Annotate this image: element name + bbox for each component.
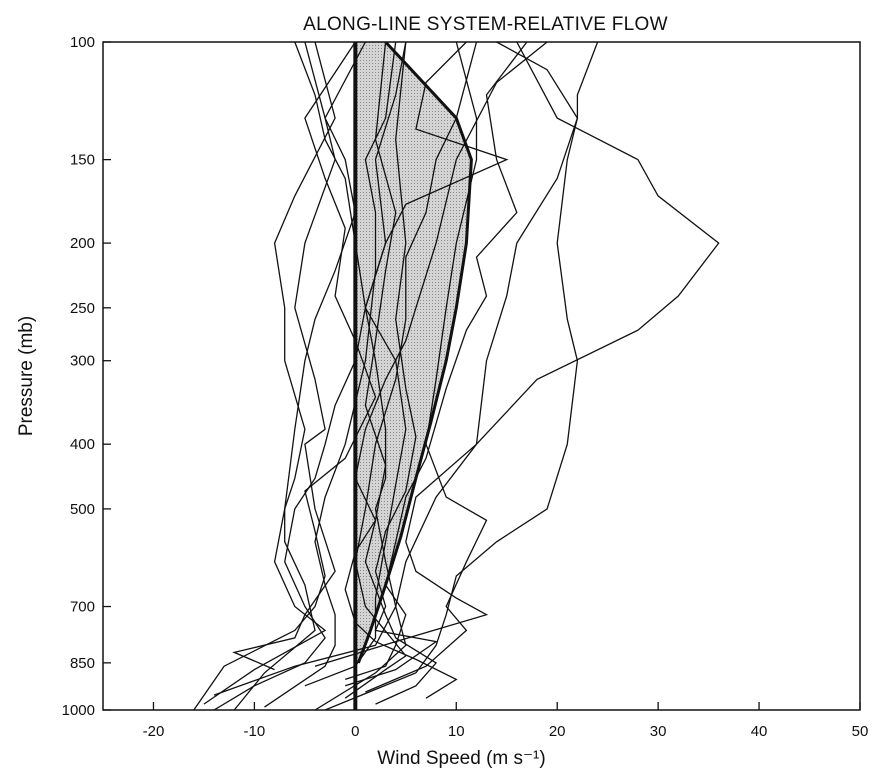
series-line-1 — [213, 42, 367, 710]
series-line-7 — [324, 42, 579, 710]
y-tick-label: 850 — [70, 655, 95, 672]
plot-frame — [102, 41, 861, 711]
series-layer — [193, 42, 720, 710]
series-line-12 — [365, 42, 488, 693]
x-tick-label: -10 — [244, 723, 266, 740]
x-tick-label: 30 — [650, 723, 667, 740]
series-line-14 — [232, 42, 366, 671]
series-line-5 — [344, 42, 478, 699]
chart-title: ALONG-LINE SYSTEM-RELATIVE FLOW — [303, 14, 668, 35]
x-tick-label: 10 — [448, 723, 465, 740]
y-tick-label: 1000 — [62, 702, 95, 719]
series-line-9 — [354, 42, 548, 705]
y-tick-label: 150 — [70, 152, 95, 169]
y-tick-label: 300 — [70, 353, 95, 370]
series-line-6 — [264, 42, 397, 708]
series-line-2 — [203, 42, 356, 705]
series-line-16 — [193, 42, 377, 710]
y-tick-label: 200 — [70, 235, 95, 252]
x-tick-label: 40 — [751, 723, 768, 740]
x-tick-label: 50 — [852, 723, 869, 740]
axes-layer: -20 -10 0 10 20 30 40 50 100 150 200 250 300 400 500 70… — [62, 34, 869, 740]
y-tick-label: 400 — [70, 436, 95, 453]
shaded-region-layer — [355, 42, 472, 663]
series-line-13 — [344, 42, 528, 681]
x-tick-label: 20 — [549, 723, 566, 740]
x-tick-label: 0 — [351, 723, 359, 740]
series-line-10 — [213, 42, 720, 696]
series-line-4 — [233, 42, 336, 710]
x-axis-title: Wind Speed (m s⁻¹) — [377, 748, 545, 769]
series-line-15 — [344, 42, 458, 699]
y-tick-label: 250 — [70, 300, 95, 317]
shaded-region-boundary-1 — [356, 42, 473, 664]
y-tick-label: 100 — [70, 34, 95, 51]
y-axis-title: Pressure (mb) — [16, 316, 37, 436]
y-tick-label: 700 — [70, 599, 95, 616]
series-line-11 — [314, 42, 599, 667]
y-tick-label: 500 — [70, 501, 95, 518]
x-tick-label: -20 — [143, 723, 165, 740]
shaded-region — [355, 42, 472, 663]
series-line-17 — [345, 42, 438, 687]
